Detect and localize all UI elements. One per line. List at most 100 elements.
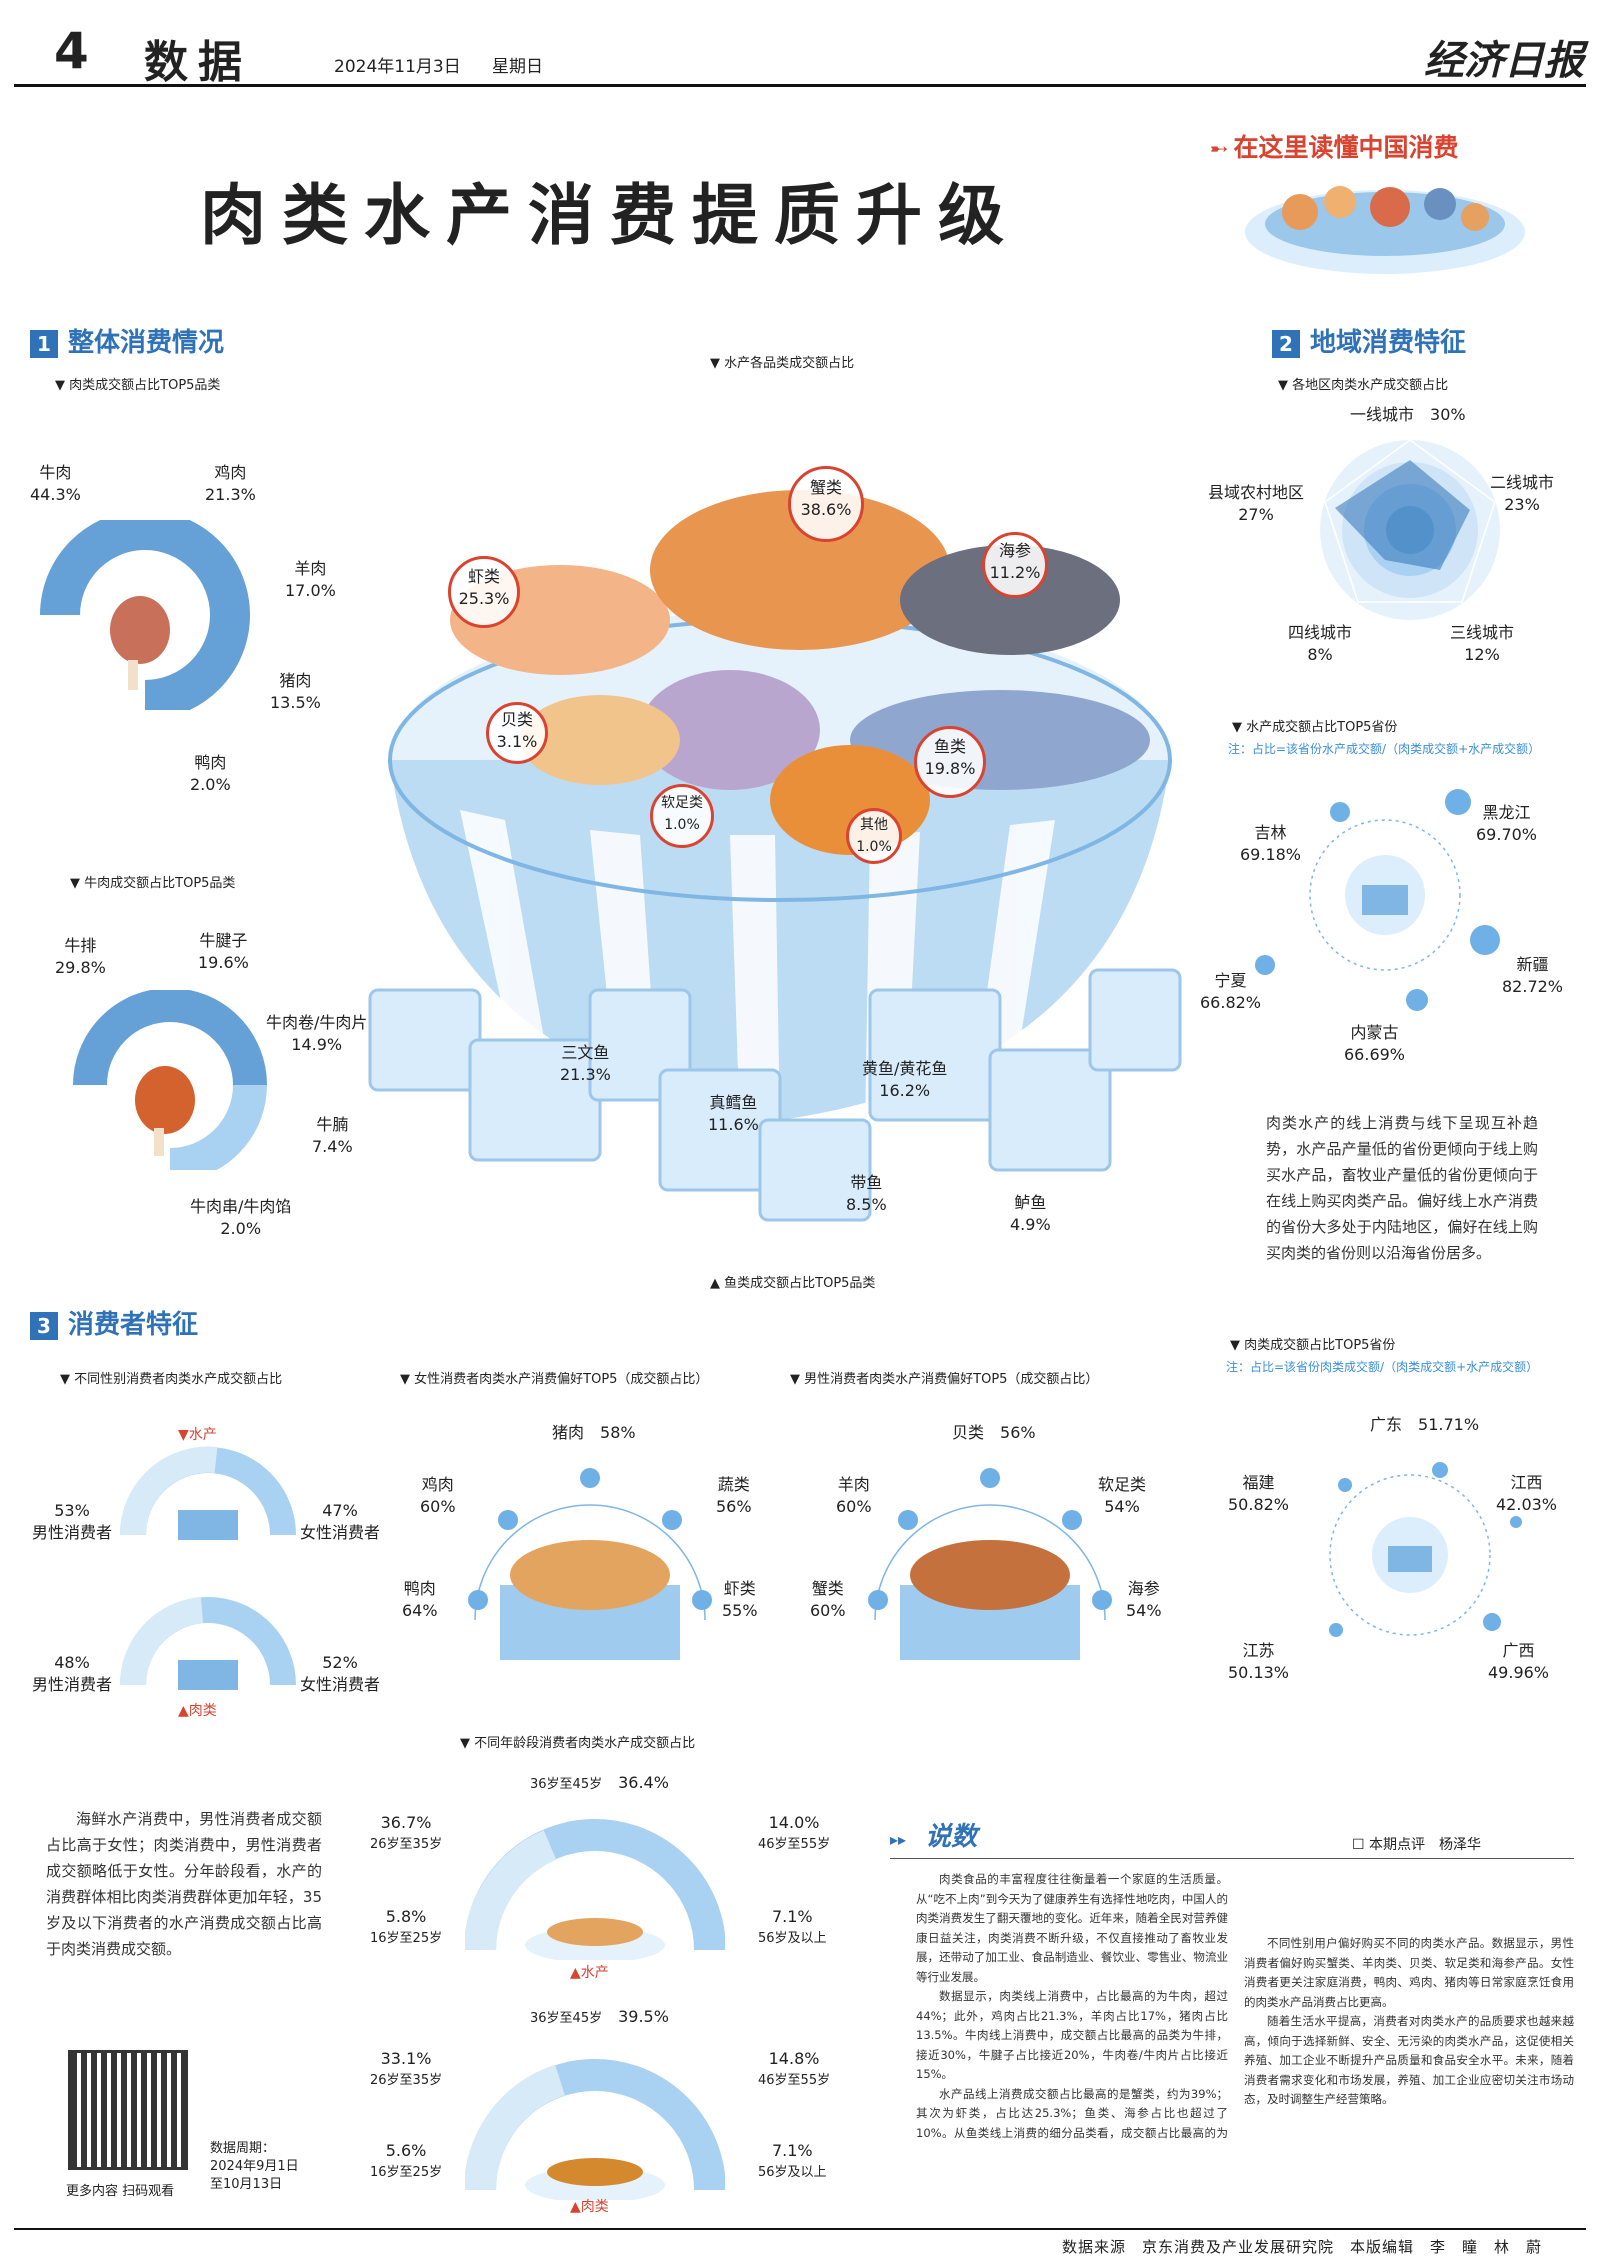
qr-code[interactable] [68,2050,188,2170]
fish-value: 4.9% [1010,1215,1051,1234]
fish-top5-title-text: 鱼类成交额占比TOP5品类 [724,1276,876,1291]
shuoshu-heading: ▸▸ 说数 [890,1816,977,1853]
region-analysis-text: 肉类水产的线上消费与线下呈现互补趋势，水产品产量低的省份更倾向于线上购买水产品，… [1266,1114,1538,1262]
fish-value: 8.5% [846,1195,887,1214]
meat-name: 羊肉 [294,559,327,578]
meat-top5-chart [40,520,250,710]
shuoshu-col-2: 不同性别用户偏好购买不同的肉类水产品。数据显示，男性消费者偏好购买蟹类、羊肉类、… [1244,1870,1574,2110]
aqua-value: 25.3% [458,589,510,608]
aqua-province-inner-mongolia: 内蒙古 66.69% [1344,1022,1405,1066]
aqua-name: 软足类 [661,795,703,811]
section-3-heading: 3 消费者特征 [30,1304,198,1341]
section-1-heading: 1 整体消费情况 [30,322,224,359]
aqua-badge-fish: 鱼类 19.8% [914,726,986,798]
data-period: 数据周期： 2024年9月1日至10月13日 [210,2140,310,2194]
region-county: 县域农村地区 27% [1208,482,1304,526]
gender-aqua-tag: ▼水产 [178,1427,217,1443]
female-pref-title-text: 女性消费者肉类水产消费偏好TOP5（成交额占比） [414,1372,709,1387]
meat-value: 13.5% [270,693,321,712]
region-value: 8% [1307,645,1333,664]
province-value: 50.82% [1228,1495,1290,1514]
beef-label-shank: 牛腱子 19.6% [198,930,249,974]
male-pref-shellfish: 贝类 56% [952,1422,1036,1444]
region-value: 12% [1464,645,1500,664]
province-name: 江苏 [1242,1641,1275,1660]
male-pref-title-text: 男性消费者肉类水产消费偏好TOP5（成交额占比） [804,1372,1099,1387]
banner: ➸ 在这里读懂中国消费 [1210,128,1459,164]
footer-credits: 数据来源 京东消费及产业发展研究院 本版编辑 李 瞳 林 蔚 [1062,2238,1543,2256]
female-pref-vegetable: 蔬类 56% [716,1474,752,1518]
beef-value: 2.0% [220,1219,262,1238]
aqua-badge-shellfish: 贝类 3.1% [486,702,548,764]
pref-name: 海参 [1127,1579,1160,1598]
province-name: 内蒙古 [1350,1023,1399,1042]
beef-top5-title: ▼ 牛肉成交额占比TOP5品类 [70,876,236,891]
meat-value: 2.0% [190,775,231,794]
section-3-number: 3 [30,1311,58,1340]
province-value: 51.71% [1418,1415,1480,1434]
female-pref-pork: 猪肉 58% [552,1422,636,1444]
province-name: 宁夏 [1214,971,1247,990]
gender-aqua-female: 47% 女性消费者 [300,1500,380,1544]
pref-value: 60% [836,1497,872,1516]
aqua-value: 1.0% [856,839,892,855]
pref-value: 60% [810,1601,846,1620]
meat-value: 17.0% [285,581,336,600]
pref-name: 鸭肉 [403,1579,436,1598]
region-name: 二线城市 [1490,473,1555,492]
aqua-name: 鱼类 [933,737,966,756]
meat-name: 鸭肉 [194,753,227,772]
beef-label-rolls: 牛肉卷/牛肉片 14.9% [266,1012,367,1056]
meat-province-note: 注：占比=该省份肉类成交额/（肉类成交额+水产成交额） [1226,1360,1539,1374]
arrow-icon: ➸ [1210,137,1229,162]
aqua-province-chart [1255,789,1500,1011]
age-value: 36.4% [618,1773,669,1792]
beef-value: 7.4% [312,1137,353,1156]
aqua-value: 19.8% [924,759,976,778]
meat-label-chicken: 鸡肉 21.3% [205,462,256,506]
region-tier1: 一线城市 30% [1350,404,1466,426]
meat-name: 鸡肉 [214,463,247,482]
region-name: 四线城市 [1288,623,1353,642]
byline-text: 本期点评 杨泽华 [1369,1837,1482,1853]
masthead: 4 数据 2024年11月3日 星期日 经济日报 [14,16,1586,88]
pref-value: 54% [1126,1601,1162,1620]
aqua-province-ningxia: 宁夏 66.82% [1200,970,1261,1014]
age-aqua-16-25: 5.8% 16岁至25岁 [370,1906,442,1950]
pref-name: 蟹类 [811,1579,844,1598]
aqua-name: 海参 [998,541,1031,560]
issue-date: 2024年11月3日 [334,57,461,77]
beef-name: 牛腱子 [199,931,248,950]
fish-name: 带鱼 [850,1173,883,1192]
age-meat-36-45: 36岁至45岁 39.5% [530,2006,669,2030]
province-name: 福建 [1242,1473,1275,1492]
age-aqua-36-45: 36岁至45岁 36.4% [530,1772,669,1796]
beef-value: 19.6% [198,953,249,972]
aqua-name: 其他 [860,817,888,833]
region-name: 三线城市 [1450,623,1515,642]
meat-label-lamb: 羊肉 17.0% [285,558,336,602]
beef-name: 牛腩 [316,1115,349,1134]
pref-value: 55% [722,1601,758,1620]
fish-top5-title: ▲ 鱼类成交额占比TOP5品类 [710,1276,876,1291]
age-aqua-gauge [465,1819,725,1960]
region-value: 27% [1238,505,1274,524]
age-meat-gauge [465,2059,725,2200]
age-value: 7.1% [771,1907,813,1926]
section-2-title: 地域消费特征 [1310,328,1467,358]
banner-text: 在这里读懂中国消费 [1233,133,1459,162]
beef-label-skewers: 牛肉串/牛肉馅 2.0% [190,1196,291,1240]
age-meat-46-55: 14.8% 46岁至55岁 [758,2048,830,2092]
age-name: 46岁至55岁 [758,2073,831,2088]
aqua-province-xinjiang: 新疆 82.72% [1502,954,1563,998]
shuoshu-p5: 随着生活水平提高，消费者对肉类水产的品质要求也越来越高，倾向于选择新鲜、安全、无… [1244,2014,1574,2106]
gender-name: 女性消费者 [300,1523,381,1542]
section-3-title: 消费者特征 [68,1310,199,1340]
shuoshu-p1: 肉类食品的丰富程度往往衡量着一个家庭的生活质量。从“吃不上肉”到今天为了健康养生… [916,1872,1228,1984]
age-name: 56岁及以上 [758,1931,827,1946]
consumer-analysis-text: 海鲜水产消费中，男性消费者成交额占比高于女性；肉类消费中，男性消费者成交额略低于… [46,1810,322,1958]
meat-value: 44.3% [30,485,81,504]
page-title: 肉类水产消费提质升级 [200,177,1020,254]
aqua-badge-other: 其他 1.0% [846,808,902,864]
region-tier4: 四线城市 8% [1288,622,1352,666]
